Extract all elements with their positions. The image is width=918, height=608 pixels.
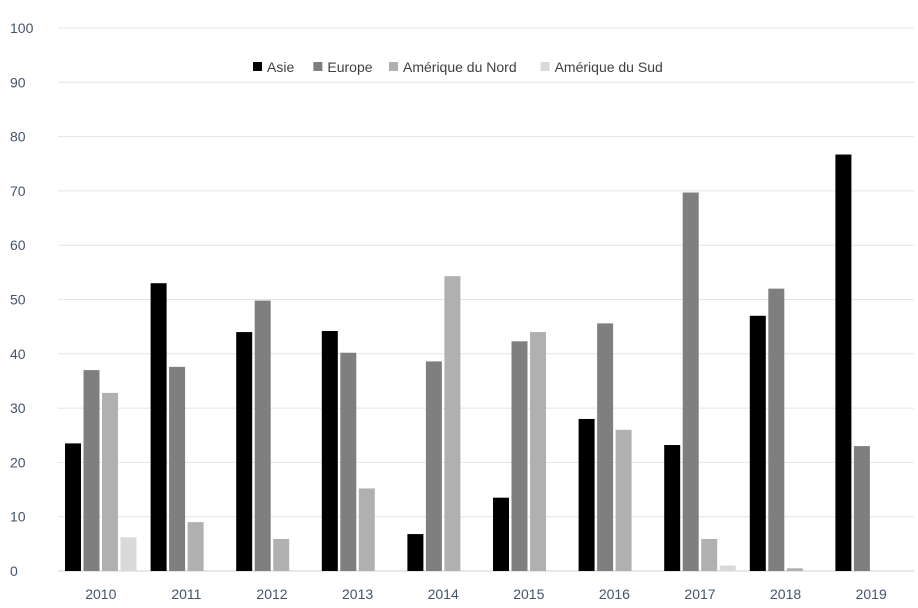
bar-asie-2013 — [321, 330, 338, 571]
legend-label: Asie — [267, 59, 294, 75]
bar-asie-2011 — [150, 283, 167, 571]
x-tick-label: 2016 — [599, 586, 630, 602]
legend: Asie Europe Amérique du Nord Amérique du Su… — [253, 59, 663, 75]
legend-label: Amérique du Sud — [555, 59, 663, 75]
bar-asie-2016 — [578, 418, 595, 571]
y-tick-label: 70 — [10, 183, 26, 199]
bars — [65, 154, 870, 572]
x-axis: 2010 2011 2012 2013 2014 2015 2016 2017 2018 2019 — [85, 586, 887, 602]
y-tick-label: 20 — [10, 454, 26, 470]
bar-asie-2015 — [493, 497, 509, 571]
x-tick-label: 2010 — [85, 586, 116, 602]
bar-am-rique-du-nord-2014 — [444, 276, 461, 571]
x-tick-label: 2018 — [770, 586, 801, 602]
bar-am-rique-du-sud-2010 — [120, 537, 137, 571]
bar-am-rique-du-sud-2017 — [719, 565, 736, 571]
bar-am-rique-du-nord-2017 — [701, 538, 718, 571]
bar-am-rique-du-nord-2011 — [187, 522, 204, 571]
bar-asie-2014 — [407, 534, 424, 571]
bar-am-rique-du-nord-2013 — [358, 488, 375, 571]
bar-europe-2015 — [511, 341, 528, 571]
y-tick-label: 0 — [10, 563, 18, 579]
bar-asie-2018 — [749, 315, 766, 571]
bar-am-rique-du-nord-2012 — [273, 538, 290, 571]
x-tick-label: 2013 — [342, 586, 373, 602]
bar-europe-2016 — [597, 323, 614, 571]
bar-am-rique-du-nord-2010 — [102, 392, 118, 571]
y-tick-label: 80 — [10, 129, 26, 145]
legend-swatch — [313, 62, 323, 71]
y-tick-label: 100 — [10, 20, 34, 36]
bar-asie-2012 — [236, 332, 253, 571]
bar-europe-2013 — [340, 352, 357, 571]
y-tick-label: 90 — [10, 74, 26, 90]
bar-am-rique-du-nord-2016 — [615, 429, 632, 571]
gridlines — [58, 27, 914, 572]
y-axis: 0 10 20 30 40 50 60 70 80 90 100 — [10, 20, 34, 579]
y-tick-label: 50 — [10, 292, 26, 308]
x-tick-label: 2012 — [256, 586, 287, 602]
legend-swatch — [389, 62, 398, 71]
bar-asie-2010 — [65, 443, 81, 571]
y-tick-label: 30 — [10, 400, 26, 416]
bar-europe-2017 — [682, 192, 699, 572]
bar-europe-2019 — [853, 446, 870, 571]
x-tick-label: 2014 — [428, 586, 459, 602]
bar-europe-2011 — [169, 366, 186, 571]
legend-label: Europe — [327, 59, 372, 75]
x-tick-label: 2017 — [684, 586, 715, 602]
bar-am-rique-du-nord-2018 — [786, 568, 803, 571]
y-tick-label: 40 — [10, 346, 26, 362]
bar-asie-2017 — [664, 445, 681, 571]
y-tick-label: 60 — [10, 237, 26, 253]
bar-europe-2012 — [254, 300, 271, 571]
y-tick-label: 10 — [10, 509, 26, 525]
bar-am-rique-du-nord-2015 — [530, 332, 546, 571]
legend-swatch — [540, 62, 550, 71]
legend-swatch — [253, 62, 262, 71]
bar-europe-2010 — [83, 370, 100, 571]
x-tick-label: 2019 — [856, 586, 887, 602]
bar-europe-2014 — [425, 361, 442, 571]
x-tick-label: 2015 — [513, 586, 544, 602]
bar-asie-2019 — [835, 154, 852, 572]
x-tick-label: 2011 — [171, 586, 201, 602]
legend-label: Amérique du Nord — [403, 59, 517, 75]
bar-europe-2018 — [768, 288, 785, 571]
